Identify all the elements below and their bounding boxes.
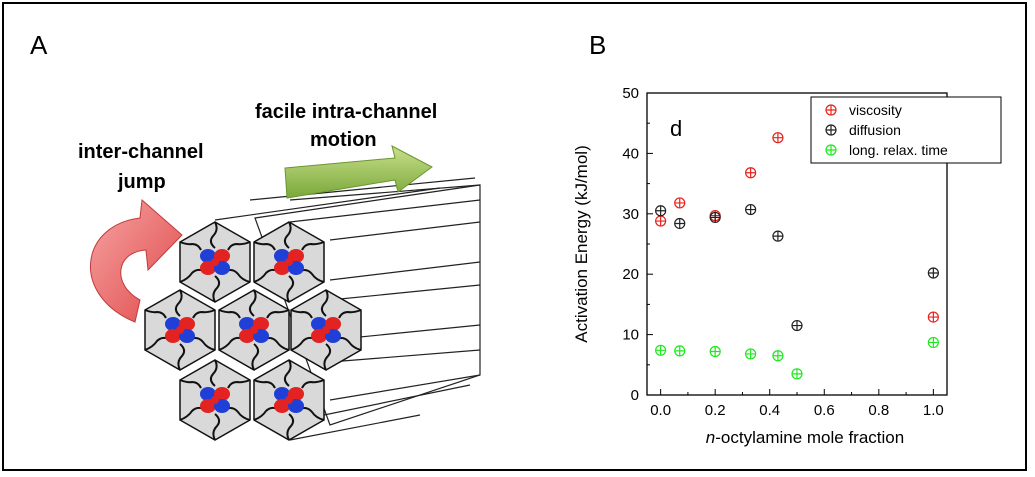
diffusion-point — [674, 217, 686, 230]
long-relax-time-point — [927, 336, 939, 349]
y-tick-label: 50 — [622, 85, 639, 102]
x-tick-label: 0.2 — [705, 402, 726, 419]
channel-bundle-illustration: inter-channel jump facile intra-channel … — [78, 101, 481, 441]
legend-label: viscosity — [849, 102, 902, 118]
diffusion-point — [655, 205, 667, 217]
legend-label: long. relax. time — [849, 142, 948, 158]
x-tick-label: 0.0 — [650, 402, 671, 419]
diffusion-point — [791, 319, 803, 332]
viscosity-point — [772, 132, 784, 144]
x-axis-title: n-octylamine mole fraction — [706, 428, 904, 447]
x-tick-label: 0.4 — [759, 402, 780, 419]
y-tick-label: 20 — [622, 266, 639, 283]
viscosity-point — [745, 167, 757, 179]
inter-channel-arrow — [89, 198, 183, 323]
diffusion-point — [709, 211, 721, 224]
legend-marker — [825, 104, 837, 116]
long-relax-time-point — [791, 368, 803, 380]
long-relax-time-point — [745, 348, 757, 360]
long-relax-time-point — [655, 344, 667, 356]
viscosity-point — [674, 197, 686, 209]
y-tick-label: 40 — [622, 145, 639, 162]
viscosity-point — [655, 215, 667, 227]
y-tick-label: 0 — [631, 387, 639, 404]
intra-channel-text-line2: motion — [310, 129, 377, 151]
legend-label: diffusion — [849, 122, 901, 138]
y-axis-title: Activation Energy (kJ/mol) — [572, 145, 591, 342]
intra-channel-arrow — [284, 145, 433, 199]
legend-marker — [825, 144, 837, 156]
panel-b-label: B — [589, 30, 607, 60]
long-relax-time-point — [772, 350, 784, 362]
intra-channel-text-line1: facile intra-channel — [255, 101, 437, 123]
x-tick-label: 1.0 — [923, 402, 944, 419]
long-relax-time-point — [674, 345, 686, 357]
y-tick-label: 10 — [622, 327, 639, 344]
diffusion-point — [772, 230, 784, 242]
diffusion-point — [745, 203, 757, 216]
legend-marker — [825, 124, 837, 136]
x-tick-label: 0.8 — [868, 402, 889, 419]
y-tick-label: 30 — [622, 206, 639, 223]
inter-channel-text-line1: inter-channel — [78, 141, 204, 163]
panel-a-label: A — [30, 30, 48, 60]
long-relax-time-point — [709, 345, 721, 358]
inset-label: d — [670, 116, 682, 141]
viscosity-point — [927, 311, 939, 323]
legend-box — [810, 96, 1002, 164]
diffusion-point — [927, 267, 939, 279]
x-tick-label: 0.6 — [814, 402, 835, 419]
inter-channel-text-line2: jump — [117, 171, 166, 193]
